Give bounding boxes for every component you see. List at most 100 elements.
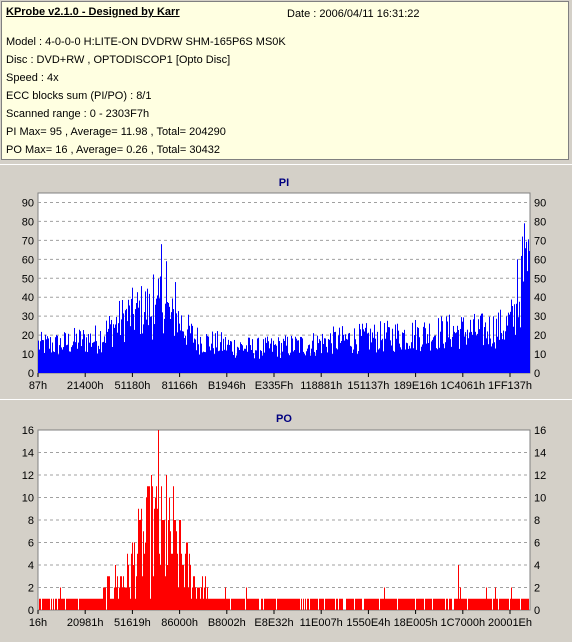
po-bar [84,598,85,610]
po-bar [157,508,158,610]
pi-bar [173,309,174,373]
pi-bar [453,325,454,373]
pi-bar [330,333,331,373]
pi-bar [366,323,367,373]
po-bar [410,598,411,610]
pi-bar [455,333,456,373]
pi-bar [504,339,505,373]
po-bar [503,598,504,610]
po-bar [367,598,368,610]
pi-bar [326,346,327,373]
po-bar [418,598,419,610]
speed-line: Speed : 4x [6,72,59,84]
pi-bar [281,342,282,373]
po-bar [482,598,483,610]
po-bar [93,598,94,610]
po-bar [212,598,213,610]
pi-bar [527,271,528,373]
pi-bar [314,351,315,373]
pi-bar [166,261,167,373]
pi-bar [165,303,166,373]
po-bar [77,598,78,610]
pi-bar [336,348,337,373]
po-bar [91,598,92,610]
pi-bar [445,342,446,373]
po-bar [435,598,436,610]
pi-bar [390,340,391,373]
po-bar [368,598,369,610]
po-bar [172,553,173,610]
po-bar [303,598,304,610]
pi-bar [404,329,405,373]
pi-bar [304,353,305,373]
ecc-line: ECC blocks sum (PI/PO) : 8/1 [6,90,152,102]
pi-bar [344,340,345,373]
po-bar [94,598,95,610]
pi-bar [126,308,127,373]
pi-bar [64,332,65,373]
pi-bar [58,354,59,373]
po-bar [460,587,461,610]
po-bar [43,598,44,610]
pi-bar [135,309,136,373]
pi-bar [114,327,115,373]
po-bar [205,576,206,610]
pi-summary-line: PI Max= 95 , Average= 11.98 , Total= 204… [6,126,226,138]
pi-bar [107,331,108,373]
po-bar [312,598,313,610]
po-bar [42,598,43,610]
y-tick-label-right: 50 [534,273,546,285]
pi-bar [41,331,42,373]
po-bar [222,598,223,610]
pi-bar [112,346,113,373]
po-bar [195,587,196,610]
pi-bar [87,352,88,373]
po-bar [239,598,240,610]
po-bar [313,598,314,610]
po-bar [434,598,435,610]
pi-bar [218,351,219,373]
pi-bar [512,306,513,373]
po-bar [501,598,502,610]
disc-line: Disc : DVD+RW , OPTODISCOP1 [Opto Disc] [6,54,231,66]
po-bar [425,598,426,610]
po-bar [266,598,267,610]
pi-bar [190,333,191,373]
po-bar [253,598,254,610]
pi-bar [440,331,441,373]
pi-bar [371,342,372,373]
po-bar [502,598,503,610]
po-bar [484,598,485,610]
po-bar [60,587,61,610]
pi-bar [59,345,60,373]
po-bar [330,598,331,610]
pi-bar [306,351,307,373]
po-bar [429,598,430,610]
po-bar [236,598,237,610]
po-bar [127,553,128,610]
pi-bar [501,332,502,373]
po-bar [225,587,226,610]
po-bar [481,598,482,610]
po-bar [513,598,514,610]
pi-bar [133,313,134,373]
po-bar [256,598,257,610]
pi-bar [425,328,426,373]
pi-bar [443,343,444,373]
po-bar [358,598,359,610]
po-bar [470,598,471,610]
pi-bar [529,251,530,373]
pi-bar [211,343,212,373]
po-bar [341,598,342,610]
pi-bar [234,339,235,373]
pi-bar [67,344,68,373]
pi-bar [102,342,103,373]
po-bar [463,598,464,610]
pi-bar [309,344,310,373]
pi-bar [295,336,296,373]
pi-bar [122,299,123,373]
po-bar [409,598,410,610]
pi-bar [124,342,125,373]
pi-bar [380,321,381,373]
po-bar [158,430,159,610]
